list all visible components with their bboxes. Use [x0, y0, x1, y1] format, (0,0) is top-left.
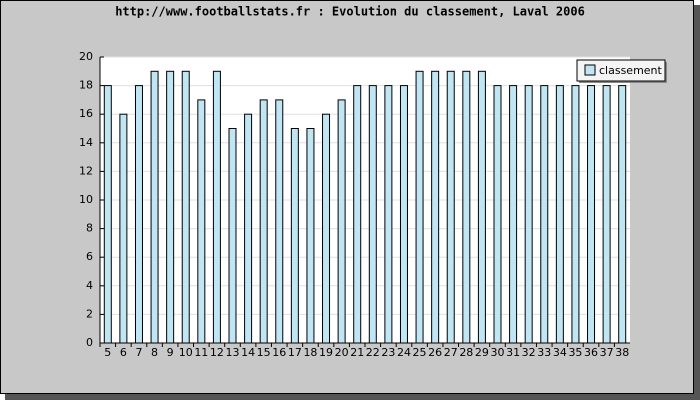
x-tick-label: 7 [135, 346, 142, 359]
bar [587, 85, 596, 344]
x-tick-label: 8 [151, 346, 158, 359]
bar [477, 70, 486, 344]
x-tick-label: 24 [397, 346, 411, 359]
y-tick-label: 20 [79, 50, 93, 63]
legend [576, 59, 666, 82]
bar [244, 113, 253, 344]
bar [197, 99, 206, 344]
legend-swatch [584, 64, 596, 76]
y-tick-label: 14 [79, 136, 93, 149]
bar [322, 113, 331, 344]
x-tick-label: 22 [366, 346, 380, 359]
x-tick-label: 28 [459, 346, 473, 359]
bar [368, 85, 377, 344]
bar [166, 70, 175, 344]
bar [415, 70, 424, 344]
x-tick-label: 38 [615, 346, 629, 359]
x-tick-label: 29 [475, 346, 489, 359]
bar [509, 85, 518, 344]
x-tick-label: 20 [335, 346, 349, 359]
legend-label: classement [599, 64, 663, 77]
y-tick-label: 10 [79, 193, 93, 206]
bar [119, 113, 128, 344]
x-tick-label: 19 [319, 346, 333, 359]
bar [228, 128, 237, 344]
bar [540, 85, 549, 344]
x-tick-label: 27 [444, 346, 458, 359]
y-tick-label: 6 [86, 250, 93, 263]
bar [290, 128, 299, 344]
x-tick-label: 11 [194, 346, 208, 359]
x-tick-label: 15 [257, 346, 271, 359]
x-tick-label: 13 [226, 346, 240, 359]
x-tick-label: 25 [413, 346, 427, 359]
bar [555, 85, 564, 344]
y-tick-label: 0 [86, 336, 93, 349]
x-tick-label: 35 [568, 346, 582, 359]
x-tick-label: 6 [120, 346, 127, 359]
bar [150, 70, 159, 344]
x-tick-label: 9 [167, 346, 174, 359]
bar [602, 85, 611, 344]
x-tick-label: 18 [303, 346, 317, 359]
x-tick-label: 36 [584, 346, 598, 359]
bar [306, 128, 315, 344]
bar [493, 85, 502, 344]
y-tick-label: 4 [86, 279, 93, 292]
bar [103, 85, 112, 344]
x-tick-label: 31 [506, 346, 520, 359]
bar [337, 99, 346, 344]
bar [462, 70, 471, 344]
x-tick-label: 5 [104, 346, 111, 359]
bar [571, 85, 580, 344]
bar [384, 85, 393, 344]
bar [618, 85, 627, 344]
x-tick-label: 12 [210, 346, 224, 359]
x-tick-label: 32 [522, 346, 536, 359]
x-tick-label: 30 [491, 346, 505, 359]
x-tick-label: 34 [553, 346, 567, 359]
bar [134, 85, 143, 344]
x-tick-label: 16 [272, 346, 286, 359]
y-tick-label: 18 [79, 79, 93, 92]
y-tick-label: 16 [79, 107, 93, 120]
bar [212, 70, 221, 344]
x-tick-label: 33 [537, 346, 551, 359]
chart-title: http://www.footballstats.fr : Evolution … [115, 5, 585, 19]
bar [524, 85, 533, 344]
x-tick-label: 14 [241, 346, 255, 359]
bar [259, 99, 268, 344]
bar [181, 70, 190, 344]
bar [431, 70, 440, 344]
bar [446, 70, 455, 344]
y-tick-label: 2 [86, 307, 93, 320]
x-tick-label: 37 [600, 346, 614, 359]
y-tick-label: 8 [86, 222, 93, 235]
bar [399, 85, 408, 344]
bar [275, 99, 284, 344]
x-tick-label: 10 [179, 346, 193, 359]
bar [353, 85, 362, 344]
x-tick-label: 23 [381, 346, 395, 359]
x-tick-label: 26 [428, 346, 442, 359]
y-tick-label: 12 [79, 164, 93, 177]
x-tick-label: 21 [350, 346, 364, 359]
x-tick-label: 17 [288, 346, 302, 359]
